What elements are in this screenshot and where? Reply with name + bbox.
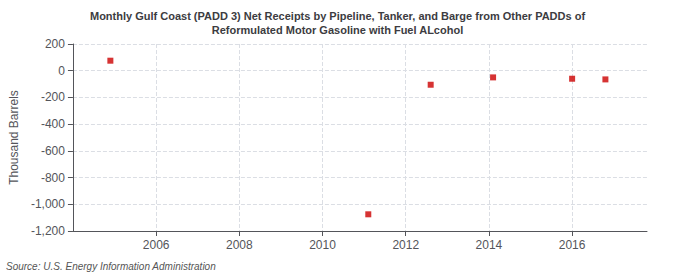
svg-text:-1,200: -1,200 (31, 224, 65, 238)
svg-text:2016: 2016 (559, 238, 586, 252)
svg-text:2006: 2006 (143, 238, 170, 252)
svg-text:-600: -600 (41, 144, 65, 158)
svg-text:-400: -400 (41, 117, 65, 131)
svg-text:2012: 2012 (392, 238, 419, 252)
svg-text:Source: U.S. Energy Informatio: Source: U.S. Energy Information Administ… (6, 261, 216, 272)
svg-text:-200: -200 (41, 90, 65, 104)
svg-text:2008: 2008 (226, 238, 253, 252)
svg-text:Monthly Gulf Coast (PADD 3) Ne: Monthly Gulf Coast (PADD 3) Net Receipts… (90, 10, 585, 22)
svg-text:0: 0 (58, 64, 65, 78)
svg-text:Reformulated Motor Gasoline wi: Reformulated Motor Gasoline with Fuel AL… (212, 24, 463, 36)
svg-text:-800: -800 (41, 171, 65, 185)
svg-text:-1,000: -1,000 (31, 197, 65, 211)
svg-text:Thousand Barrels: Thousand Barrels (7, 90, 21, 185)
svg-text:2014: 2014 (476, 238, 503, 252)
svg-text:2010: 2010 (309, 238, 336, 252)
svg-text:200: 200 (45, 37, 65, 51)
